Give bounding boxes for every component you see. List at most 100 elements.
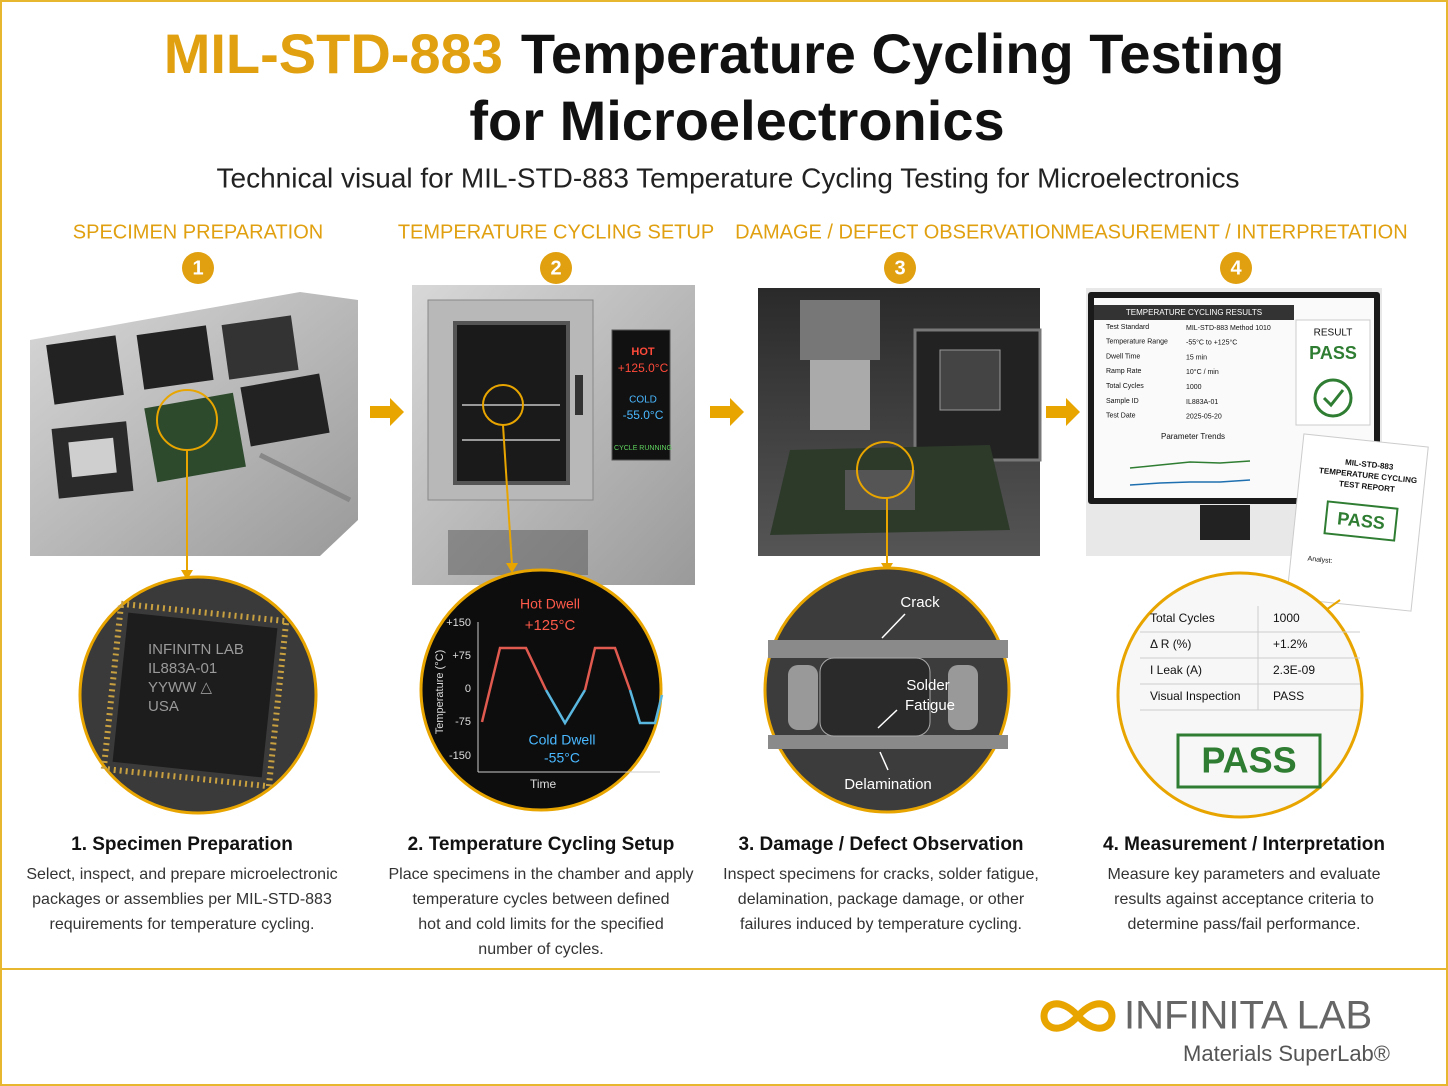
zoom-defects bbox=[768, 640, 1008, 658]
zoom-defects bbox=[763, 566, 1011, 814]
screen-row-value: IL883A-01 bbox=[1186, 399, 1218, 406]
profile-tick-label: +75 bbox=[452, 650, 471, 662]
caption-text: determine pass/fail performance. bbox=[1128, 916, 1361, 933]
step-number: 2 bbox=[550, 257, 561, 279]
monitor-photo bbox=[1286, 433, 1429, 612]
logo-mark bbox=[1040, 1000, 1116, 1032]
profile-hot-label: Hot Dwell bbox=[520, 596, 580, 612]
profile-x-label: Time bbox=[530, 777, 557, 791]
defect-label: Crack bbox=[900, 594, 940, 611]
brand-name: INFINITA LAB bbox=[1124, 994, 1372, 1038]
result-label: Total Cycles bbox=[1150, 611, 1215, 625]
profile-y-label: Temperature (°C) bbox=[434, 650, 446, 734]
caption-title: 1. Specimen Preparation bbox=[71, 834, 293, 855]
result-stamp: PASS bbox=[1201, 740, 1296, 781]
specimen-tray-photo bbox=[221, 315, 299, 380]
result-value: 1000 bbox=[1273, 611, 1300, 625]
caption-text: hot and cold limits for the specified bbox=[418, 916, 663, 933]
display-hot-label: HOT bbox=[631, 346, 655, 358]
screen-result-label: RESULT bbox=[1314, 328, 1353, 339]
microscope-photo bbox=[856, 441, 914, 499]
title-line: MIL-STD-883 Temperature Cycling Testing bbox=[164, 22, 1285, 85]
display-cold-value: -55.0°C bbox=[623, 408, 664, 422]
step-number: 1 bbox=[192, 257, 203, 279]
flow-arrows bbox=[1046, 398, 1080, 426]
flow-arrows bbox=[370, 398, 1080, 426]
title-text: Temperature Cycling Testing bbox=[521, 22, 1284, 85]
monitor-photo bbox=[1323, 500, 1399, 542]
zoom-results bbox=[1176, 733, 1322, 789]
specimen-tray-photo bbox=[136, 325, 214, 390]
caption-text: results against acceptance criteria to bbox=[1114, 891, 1374, 908]
result-value: 2.3E-09 bbox=[1273, 663, 1315, 677]
microscope-photo bbox=[939, 349, 1001, 411]
screen-title: TEMPERATURE CYCLING RESULTS bbox=[1126, 308, 1262, 317]
defect-label: Solder bbox=[906, 677, 949, 694]
zoom-defects bbox=[881, 613, 906, 639]
microscope-photo bbox=[810, 360, 870, 430]
screen-row-label: Test Date bbox=[1106, 413, 1136, 420]
specimen-tray-photo bbox=[68, 437, 117, 478]
monitor-photo bbox=[1322, 389, 1345, 408]
monitor-photo bbox=[1295, 319, 1371, 426]
zoom-profile bbox=[544, 689, 587, 726]
screen-row-label: Test Standard bbox=[1106, 324, 1149, 331]
zoom-chip bbox=[112, 612, 278, 778]
caption-text: failures induced by temperature cycling. bbox=[740, 916, 1022, 933]
caption-text: number of cycles. bbox=[478, 941, 603, 958]
chamber-photo bbox=[575, 375, 583, 415]
profile-tick-label: -75 bbox=[455, 716, 471, 728]
result-value: +1.2% bbox=[1273, 637, 1308, 651]
chamber-photo bbox=[453, 321, 570, 485]
screen-row-value: MIL-STD-883 Method 1010 bbox=[1186, 325, 1271, 332]
report-analyst: Analyst: bbox=[1307, 556, 1333, 566]
specimen-tray-photo bbox=[46, 335, 124, 405]
microscope-photo bbox=[758, 288, 1042, 573]
chip-marking: YYWW △ bbox=[148, 679, 212, 696]
profile-cold-label: Cold Dwell bbox=[529, 732, 596, 748]
chamber-photo bbox=[611, 329, 671, 461]
display-cold-label: COLD bbox=[629, 395, 657, 406]
step-badge bbox=[1220, 252, 1252, 284]
result-label: I Leak (A) bbox=[1150, 663, 1202, 677]
step-heading: SPECIMEN PREPARATION bbox=[73, 221, 323, 243]
screen-row-label: Dwell Time bbox=[1106, 353, 1140, 360]
chamber-photo bbox=[502, 424, 513, 566]
caption-title: 4. Measurement / Interpretation bbox=[1103, 834, 1385, 855]
monitor-photo bbox=[1200, 505, 1250, 540]
title-text: for Microelectronics bbox=[469, 89, 1004, 152]
profile-tick-label: 0 bbox=[465, 683, 471, 695]
specimen-tray-photo bbox=[30, 292, 358, 580]
specimen-tray-photo bbox=[144, 392, 246, 483]
caption-title: 2. Temperature Cycling Setup bbox=[408, 834, 675, 855]
flow-arrows bbox=[370, 398, 404, 426]
step-heading: DAMAGE / DEFECT OBSERVATION bbox=[735, 221, 1065, 243]
zoom-defects bbox=[819, 657, 931, 737]
logo-mark bbox=[1040, 1000, 1116, 1032]
caption-text: Place specimens in the chamber and apply bbox=[388, 866, 693, 883]
caption-text: temperature cycles between defined bbox=[412, 891, 669, 908]
monitor-photo bbox=[1086, 288, 1429, 626]
profile-tick-label: +150 bbox=[446, 617, 471, 629]
screen-row-label: Sample ID bbox=[1106, 398, 1139, 405]
result-label: Δ R (%) bbox=[1150, 637, 1191, 651]
zoom-profile bbox=[628, 689, 664, 725]
chip-marking: IL883A-01 bbox=[148, 660, 217, 677]
screen-row-label: Ramp Rate bbox=[1106, 368, 1142, 375]
texts: MIL-STD-883 Temperature Cycling Testingfo… bbox=[26, 22, 1417, 1066]
defect-label: Fatigue bbox=[905, 697, 955, 714]
screen-trends-title: Parameter Trends bbox=[1161, 432, 1225, 441]
step-heading: MEASUREMENT / INTERPRETATION bbox=[1064, 221, 1407, 243]
caption-text: packages or assemblies per MIL-STD-883 bbox=[32, 891, 332, 908]
flow-arrows bbox=[710, 398, 744, 426]
chip-marking: INFINITN LAB bbox=[148, 641, 244, 658]
report-stamp: PASS bbox=[1336, 508, 1386, 533]
step-badge bbox=[540, 252, 572, 284]
monitor-photo bbox=[1094, 305, 1294, 320]
caption-text: delamination, package damage, or other bbox=[738, 891, 1025, 908]
monitor-photo bbox=[1129, 460, 1251, 469]
step-number: 3 bbox=[894, 257, 905, 279]
caption-text: Measure key parameters and evaluate bbox=[1107, 866, 1380, 883]
